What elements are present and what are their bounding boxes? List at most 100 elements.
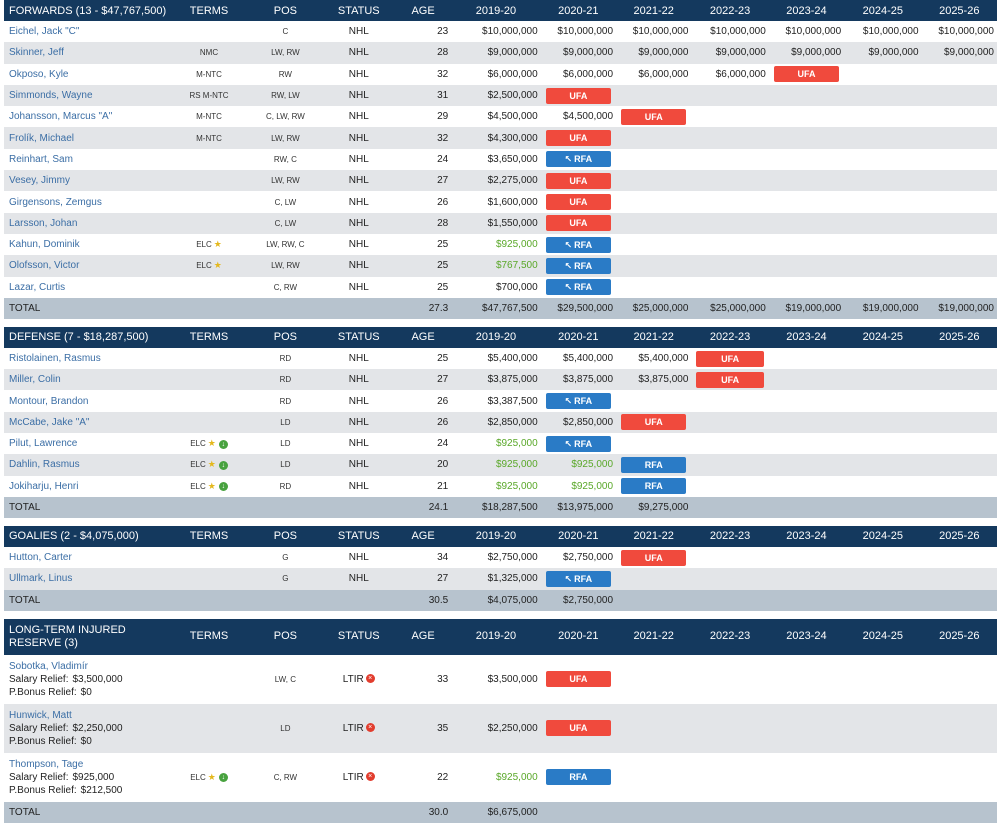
age-cell: 33 <box>394 654 452 704</box>
player-name-cell[interactable]: Larsson, Johan <box>4 212 170 234</box>
total-empty-cell <box>248 589 323 611</box>
player-name-cell[interactable]: Jokiharju, Henri <box>4 475 170 497</box>
position-cell: RD <box>248 347 323 370</box>
column-header-status[interactable]: STATUS <box>322 618 395 655</box>
player-name-cell[interactable]: Frolík, Michael <box>4 127 170 149</box>
column-header-2021-22[interactable]: 2021-22 <box>616 0 692 21</box>
salary-cell-empty <box>768 390 845 412</box>
column-header-2024-25[interactable]: 2024-25 <box>844 0 922 21</box>
player-name-cell[interactable]: Hutton, Carter <box>4 546 170 569</box>
column-header-pos[interactable]: POS <box>248 525 323 547</box>
column-header-2022-23[interactable]: 2022-23 <box>691 326 769 348</box>
column-header-age[interactable]: AGE <box>394 618 452 655</box>
column-header-age[interactable]: AGE <box>394 326 452 348</box>
column-header-2022-23[interactable]: 2022-23 <box>691 618 769 655</box>
column-header-age[interactable]: AGE <box>394 0 452 21</box>
column-header-2020-21[interactable]: 2020-21 <box>540 525 617 547</box>
column-header-2023-24[interactable]: 2023-24 <box>768 326 845 348</box>
total-empty-cell <box>322 496 395 518</box>
player-name-cell[interactable]: Girgensons, Zemgus <box>4 191 170 213</box>
player-name-cell[interactable]: Johansson, Marcus "A" <box>4 106 170 128</box>
player-name-cell[interactable]: Olofsson, Victor <box>4 255 170 277</box>
total-salary-cell <box>768 589 845 611</box>
player-name-link[interactable]: Sobotka, Vladimír <box>9 660 88 672</box>
column-header-pos[interactable]: POS <box>248 618 323 655</box>
salary-cell-empty <box>691 191 769 213</box>
player-name-link[interactable]: Thompson, Tage <box>9 758 84 770</box>
player-name-cell[interactable]: Pilut, Lawrence <box>4 433 170 455</box>
terms-label: RS M-NTC <box>189 91 229 101</box>
salary-cell: $10,000,000 <box>844 21 922 43</box>
defense-table: DEFENSE (7 - $18,287,500) TERMS POS STATUS A… <box>4 326 997 518</box>
column-header-2020-21[interactable]: 2020-21 <box>540 326 617 348</box>
column-header-2019-20[interactable]: 2019-20 <box>451 525 541 547</box>
status-cell: NHL <box>322 390 395 412</box>
column-header-2024-25[interactable]: 2024-25 <box>844 326 922 348</box>
column-header-2024-25[interactable]: 2024-25 <box>844 525 922 547</box>
player-name-cell[interactable]: Lazar, Curtis <box>4 276 170 298</box>
column-header-terms[interactable]: TERMS <box>169 525 249 547</box>
player-name-cell[interactable]: Skinner, Jeff <box>4 42 170 64</box>
player-name-cell[interactable]: Kahun, Dominik <box>4 233 170 256</box>
salary-cell: $1,325,000 <box>451 568 541 590</box>
column-header-age[interactable]: AGE <box>394 525 452 547</box>
player-name-cell[interactable]: Sobotka, Vladimír Salary Relief: $3,500,00… <box>4 654 170 704</box>
column-header-2024-25[interactable]: 2024-25 <box>844 618 922 655</box>
close-circle-icon: × <box>365 674 375 684</box>
column-header-pos[interactable]: POS <box>248 0 323 21</box>
column-header-2025-26[interactable]: 2025-26 <box>921 618 997 655</box>
ufa-cell: UFA <box>540 212 617 234</box>
player-row: Johansson, Marcus "A" M-NTC C, LW, RW NHL 29… <box>4 106 997 128</box>
terms-cell <box>169 347 249 370</box>
salary-cell: $2,750,000 <box>451 546 541 569</box>
column-header-2019-20[interactable]: 2019-20 <box>451 326 541 348</box>
salary-cell-empty <box>921 233 997 256</box>
player-name-cell[interactable]: Montour, Brandon <box>4 390 170 412</box>
forwards-header-row: FORWARDS (13 - $47,767,500) TERMS POS STATU… <box>4 0 997 21</box>
column-header-2022-23[interactable]: 2022-23 <box>691 525 769 547</box>
arrow-down-circle-icon[interactable]: ↓ <box>218 460 228 470</box>
column-header-terms[interactable]: TERMS <box>169 618 249 655</box>
column-header-2021-22[interactable]: 2021-22 <box>616 618 692 655</box>
column-header-terms[interactable]: TERMS <box>169 0 249 21</box>
column-header-status[interactable]: STATUS <box>322 326 395 348</box>
column-header-2019-20[interactable]: 2019-20 <box>451 618 541 655</box>
player-name-cell[interactable]: Simmonds, Wayne <box>4 84 170 107</box>
column-header-2021-22[interactable]: 2021-22 <box>616 525 692 547</box>
column-header-pos[interactable]: POS <box>248 326 323 348</box>
player-name-cell[interactable]: Thompson, Tage Salary Relief: $925,000 P.Bo… <box>4 752 170 802</box>
status-label: NHL <box>348 353 369 364</box>
column-header-2025-26[interactable]: 2025-26 <box>921 326 997 348</box>
player-name-link[interactable]: Hunwick, Matt <box>9 709 72 721</box>
column-header-2021-22[interactable]: 2021-22 <box>616 326 692 348</box>
column-header-status[interactable]: STATUS <box>322 0 395 21</box>
column-header-2020-21[interactable]: 2020-21 <box>540 618 617 655</box>
player-name-cell[interactable]: Vesey, Jimmy <box>4 170 170 192</box>
total-salary-cell <box>616 801 692 823</box>
player-name-cell[interactable]: Dahlin, Rasmus <box>4 454 170 476</box>
column-header-2023-24[interactable]: 2023-24 <box>768 618 845 655</box>
player-name-cell[interactable]: Hunwick, Matt Salary Relief: $2,250,000 P.B… <box>4 703 170 753</box>
section-gap <box>0 319 1000 327</box>
arrow-down-circle-icon[interactable]: ↓ <box>218 772 228 782</box>
rfa-cell: ↖ RFA <box>540 433 617 455</box>
player-name-cell[interactable]: McCabe, Jake "A" <box>4 411 170 434</box>
column-header-2025-26[interactable]: 2025-26 <box>921 0 997 21</box>
player-name-cell[interactable]: Ristolainen, Rasmus <box>4 347 170 370</box>
arrow-down-circle-icon[interactable]: ↓ <box>218 439 228 449</box>
position-cell: LW, C <box>248 654 323 704</box>
column-header-terms[interactable]: TERMS <box>169 326 249 348</box>
column-header-2019-20[interactable]: 2019-20 <box>451 0 541 21</box>
column-header-2025-26[interactable]: 2025-26 <box>921 525 997 547</box>
player-name-cell[interactable]: Okposo, Kyle <box>4 63 170 85</box>
player-name-cell[interactable]: Eichel, Jack "C" <box>4 21 170 43</box>
column-header-2022-23[interactable]: 2022-23 <box>691 0 769 21</box>
player-name-cell[interactable]: Miller, Colin <box>4 369 170 391</box>
column-header-status[interactable]: STATUS <box>322 525 395 547</box>
player-name-cell[interactable]: Ullmark, Linus <box>4 568 170 590</box>
arrow-down-circle-icon[interactable]: ↓ <box>218 482 228 492</box>
column-header-2023-24[interactable]: 2023-24 <box>768 525 845 547</box>
player-name-cell[interactable]: Reinhart, Sam <box>4 148 170 171</box>
column-header-2023-24[interactable]: 2023-24 <box>768 0 845 21</box>
column-header-2020-21[interactable]: 2020-21 <box>540 0 617 21</box>
